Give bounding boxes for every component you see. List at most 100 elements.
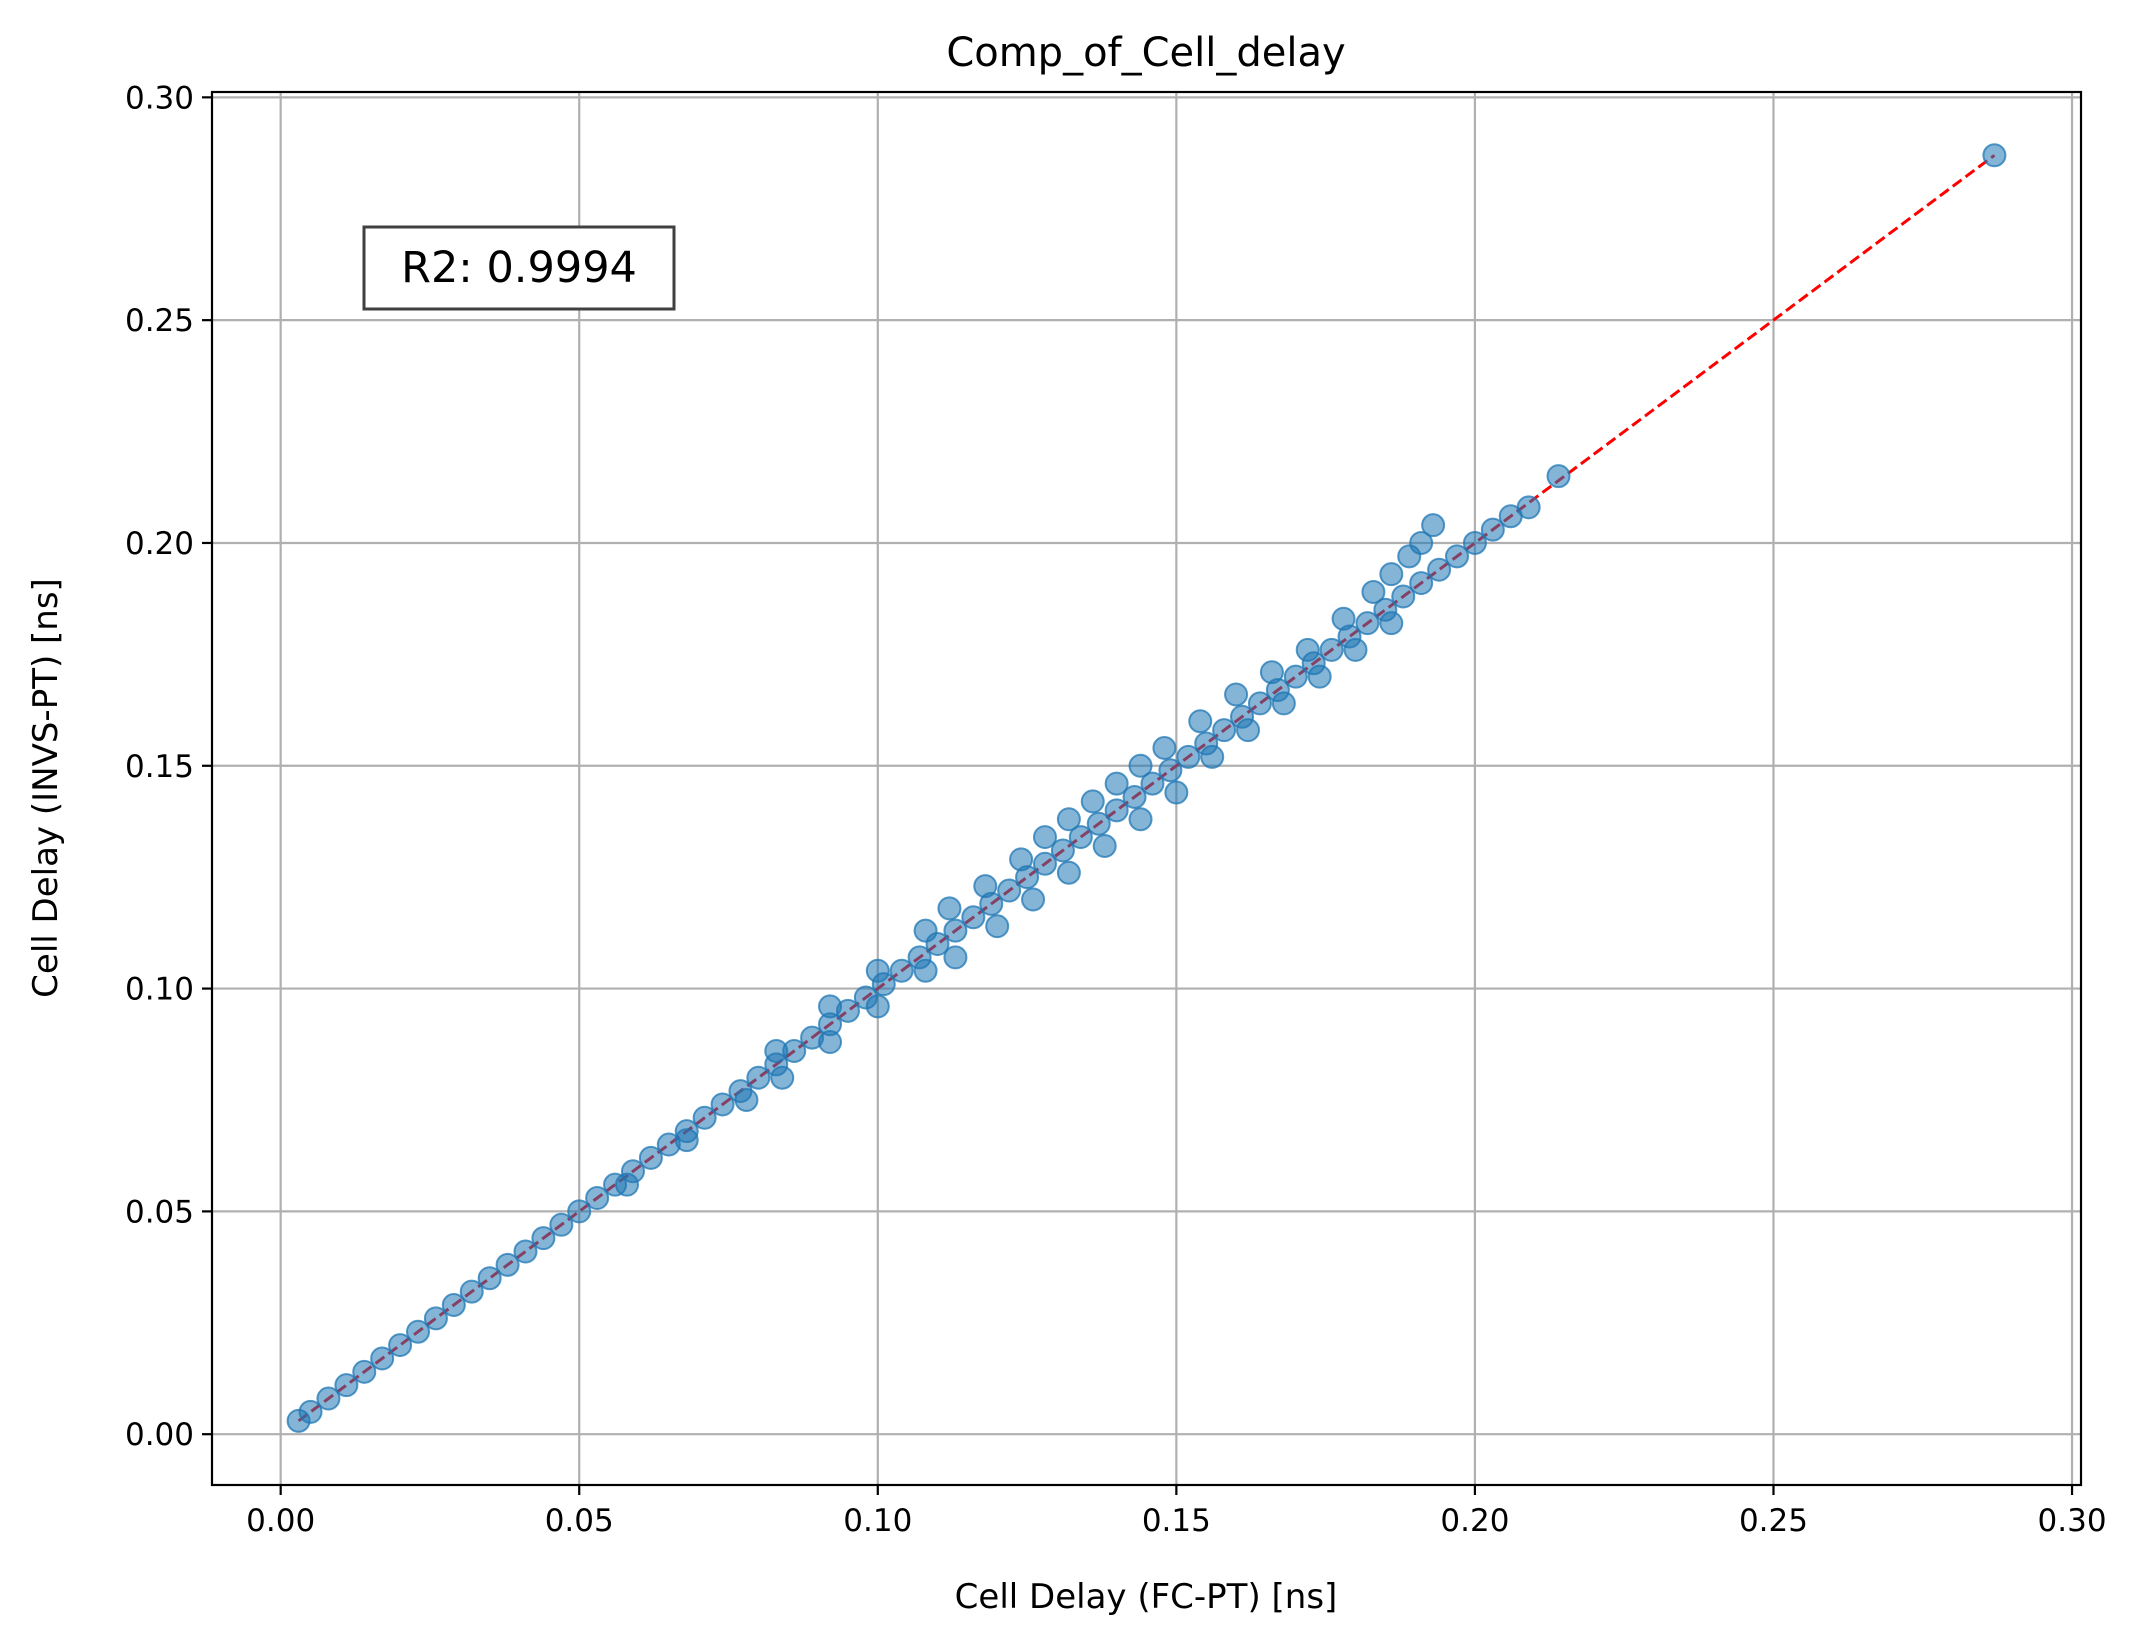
scatter-point: [1271, 691, 1296, 716]
scatter-point: [1032, 851, 1057, 876]
scatter-point: [1188, 709, 1213, 734]
scatter-point: [388, 1333, 413, 1358]
scatter-point: [674, 1128, 699, 1153]
scatter-point: [961, 905, 986, 930]
scatter-point: [513, 1239, 538, 1264]
scatter-point: [459, 1279, 484, 1304]
scatter-point: [441, 1292, 466, 1317]
scatter-point: [937, 896, 962, 921]
scatter-point: [1176, 744, 1201, 769]
scatter-point: [352, 1359, 377, 1384]
scatter-point: [1236, 718, 1261, 743]
scatter-point: [818, 994, 843, 1019]
scatter-point: [1122, 784, 1147, 809]
x-tick-label: 0.10: [843, 1503, 912, 1539]
scatter-point: [1379, 562, 1404, 587]
scatter-point: [1128, 753, 1153, 778]
scatter-point: [913, 918, 938, 943]
scatter-point: [334, 1373, 359, 1398]
x-tick-label: 0.30: [2038, 1503, 2107, 1539]
scatter-point: [973, 874, 998, 899]
scatter-point: [1224, 682, 1249, 707]
scatter-point: [985, 914, 1010, 939]
x-tick-label: 0.05: [545, 1503, 614, 1539]
scatter-point: [1409, 530, 1434, 555]
scatter-point: [1259, 660, 1284, 685]
scatter-point: [1068, 825, 1093, 850]
scatter-point: [1409, 571, 1434, 596]
scatter-point: [1283, 664, 1308, 689]
data-points: [286, 143, 2007, 1433]
x-tick-label: 0.25: [1739, 1503, 1808, 1539]
scatter-point: [1480, 517, 1505, 542]
axis-ticks: 0.00 0.05 0.10 0.15 0.20 0.25 0.30 0.00 0.05 0.10…: [125, 80, 2107, 1539]
scatter-point: [1982, 143, 2007, 168]
scatter-point: [1212, 718, 1237, 743]
scatter-point: [1080, 789, 1105, 814]
scatter-point: [710, 1092, 735, 1117]
scatter-point: [1140, 771, 1165, 796]
scatter-point: [1331, 606, 1356, 631]
scatter-point: [1427, 557, 1452, 582]
scatter-point: [1247, 691, 1272, 716]
scatter-point: [889, 958, 914, 983]
scatter-point: [370, 1346, 395, 1371]
scatter-point: [1343, 637, 1368, 662]
scatter-point: [567, 1199, 592, 1224]
scatter-point: [406, 1319, 431, 1344]
scatter-point: [997, 878, 1022, 903]
scatter-point: [1445, 544, 1470, 569]
scatter-point: [770, 1065, 795, 1090]
scatter-point: [1104, 771, 1129, 796]
plot-area-frame: [210, 90, 2083, 1487]
r2-annotation-text: R2: 0.9994: [401, 243, 637, 293]
scatter-point: [943, 918, 968, 943]
scatter-point: [1361, 579, 1386, 604]
scatter-point: [1200, 744, 1225, 769]
scatter-point: [1295, 637, 1320, 662]
scatter-point: [1516, 495, 1541, 520]
scatter-point: [734, 1087, 759, 1112]
scatter-point: [818, 1030, 843, 1055]
scatter-point: [316, 1386, 341, 1411]
y-tick-label: 0.15: [125, 749, 194, 785]
scatter-point: [1032, 825, 1057, 850]
scatter-point: [1104, 798, 1129, 823]
scatter-point: [1421, 513, 1446, 538]
y-axis-label: Cell Delay (INVS-PT) [ns]: [26, 578, 66, 998]
y-tick-label: 0.25: [125, 303, 194, 339]
scatter-point: [615, 1172, 640, 1197]
scatter-point: [1319, 637, 1344, 662]
scatter-point: [1546, 464, 1571, 489]
scatter-point: [1164, 780, 1189, 805]
scatter-point: [1158, 758, 1183, 783]
scatter-point: [531, 1226, 556, 1251]
scatter-point: [298, 1399, 323, 1424]
scatter-point: [477, 1266, 502, 1291]
scatter-point: [1391, 584, 1416, 609]
x-axis-label: Cell Delay (FC-PT) [ns]: [955, 1577, 1338, 1617]
scatter-point: [638, 1145, 663, 1170]
y-tick-label: 0.10: [125, 972, 194, 1008]
scatter-point: [943, 945, 968, 970]
scatter-point: [1086, 811, 1111, 836]
scatter-point: [1056, 807, 1081, 832]
scatter-point: [423, 1306, 448, 1331]
x-tick-label: 0.15: [1142, 1503, 1211, 1539]
scatter-point: [865, 994, 890, 1019]
scatter-point: [1092, 833, 1117, 858]
scatter-point: [692, 1105, 717, 1130]
x-tick-label: 0.00: [246, 1503, 315, 1539]
scatter-point: [1152, 735, 1177, 760]
scatter-point: [1355, 611, 1380, 636]
scatter-point: [1462, 530, 1487, 555]
scatter-point: [585, 1186, 610, 1211]
scatter-point: [1056, 860, 1081, 885]
scatter-point: [1009, 847, 1034, 872]
scatter-point: [1379, 611, 1404, 636]
scatter-point: [495, 1252, 520, 1277]
y-tick-label: 0.30: [125, 80, 194, 116]
chart-title: Comp_of_Cell_delay: [946, 30, 1345, 76]
y-tick-label: 0.00: [125, 1417, 194, 1453]
y-tick-label: 0.20: [125, 526, 194, 562]
